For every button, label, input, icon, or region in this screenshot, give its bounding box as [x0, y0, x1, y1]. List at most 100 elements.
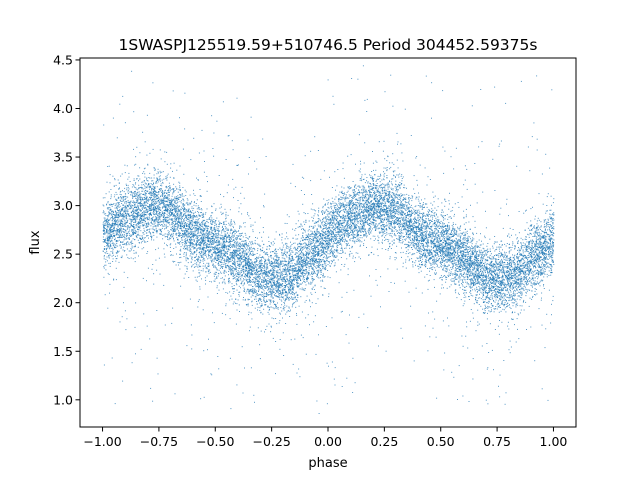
data-point: [476, 302, 478, 304]
data-point: [301, 254, 303, 256]
data-point: [421, 253, 423, 255]
data-point: [184, 242, 186, 244]
data-point: [496, 268, 497, 270]
data-point: [328, 261, 330, 263]
data-point: [192, 221, 194, 223]
data-point: [151, 202, 153, 204]
data-point: [473, 264, 475, 266]
data-point: [393, 209, 395, 211]
data-point: [432, 223, 434, 225]
data-point: [363, 218, 364, 219]
data-point: [391, 192, 393, 194]
data-point: [521, 269, 523, 271]
data-point: [308, 240, 310, 242]
data-point: [536, 248, 537, 250]
data-point: [471, 284, 472, 286]
data-point: [278, 256, 280, 258]
data-point: [184, 128, 186, 130]
data-point: [541, 237, 543, 239]
data-point: [470, 273, 472, 275]
data-point: [171, 203, 173, 205]
data-point: [530, 270, 532, 272]
data-point: [356, 217, 357, 219]
data-point: [176, 203, 178, 205]
data-point: [288, 266, 290, 268]
data-point: [451, 371, 453, 373]
data-point: [313, 231, 315, 232]
data-point: [222, 281, 224, 283]
data-point: [331, 216, 333, 218]
data-point: [468, 262, 470, 263]
data-point: [301, 228, 302, 230]
data-point: [514, 302, 516, 304]
data-point: [490, 307, 492, 309]
data-point: [132, 231, 134, 233]
data-point: [361, 191, 363, 193]
data-point: [315, 246, 317, 248]
data-point: [515, 234, 517, 236]
data-point: [327, 236, 329, 238]
data-point: [139, 221, 141, 223]
data-point: [443, 233, 445, 235]
data-point: [348, 244, 350, 246]
data-point: [497, 302, 499, 304]
data-point: [158, 205, 159, 207]
data-point: [489, 323, 491, 325]
data-point: [175, 264, 177, 266]
data-point: [324, 217, 326, 219]
data-point: [140, 215, 142, 216]
data-point: [359, 218, 361, 219]
data-point: [434, 272, 435, 274]
data-point: [244, 246, 246, 248]
data-point: [307, 246, 309, 248]
data-point: [146, 201, 148, 203]
data-point: [418, 257, 420, 259]
data-point: [460, 254, 462, 256]
data-point: [154, 168, 156, 170]
data-point: [507, 284, 509, 285]
data-point: [241, 283, 243, 285]
data-point: [493, 243, 495, 245]
data-point: [490, 290, 492, 292]
data-point: [544, 248, 546, 250]
data-point: [453, 215, 455, 217]
data-point: [493, 269, 495, 271]
data-point: [540, 247, 542, 249]
data-point: [243, 240, 245, 242]
data-point: [533, 267, 534, 269]
data-point: [116, 137, 118, 139]
data-point: [413, 246, 415, 248]
data-point: [278, 286, 280, 288]
scatter-points: [102, 65, 555, 414]
data-point: [234, 245, 235, 247]
data-point: [152, 216, 154, 218]
data-point: [106, 260, 108, 262]
data-point: [214, 250, 216, 252]
data-point: [273, 265, 275, 267]
data-point: [427, 239, 429, 241]
data-point: [551, 259, 553, 261]
data-point: [511, 302, 513, 304]
data-point: [404, 204, 406, 206]
data-point: [384, 184, 386, 186]
data-point: [251, 300, 253, 302]
data-point: [354, 209, 356, 211]
data-point: [359, 240, 361, 242]
data-point: [264, 304, 266, 305]
data-point: [236, 231, 237, 233]
data-point: [236, 243, 237, 245]
data-point: [408, 241, 410, 243]
data-point: [171, 195, 173, 197]
data-point: [437, 241, 439, 242]
data-point: [323, 249, 324, 251]
data-point: [113, 227, 115, 228]
data-point: [236, 245, 238, 247]
data-point: [427, 176, 429, 178]
data-point: [352, 212, 354, 214]
data-point: [257, 248, 259, 250]
data-point: [219, 247, 221, 248]
data-point: [223, 264, 225, 266]
data-point: [391, 217, 393, 219]
data-point: [445, 279, 447, 280]
data-point: [150, 204, 152, 206]
